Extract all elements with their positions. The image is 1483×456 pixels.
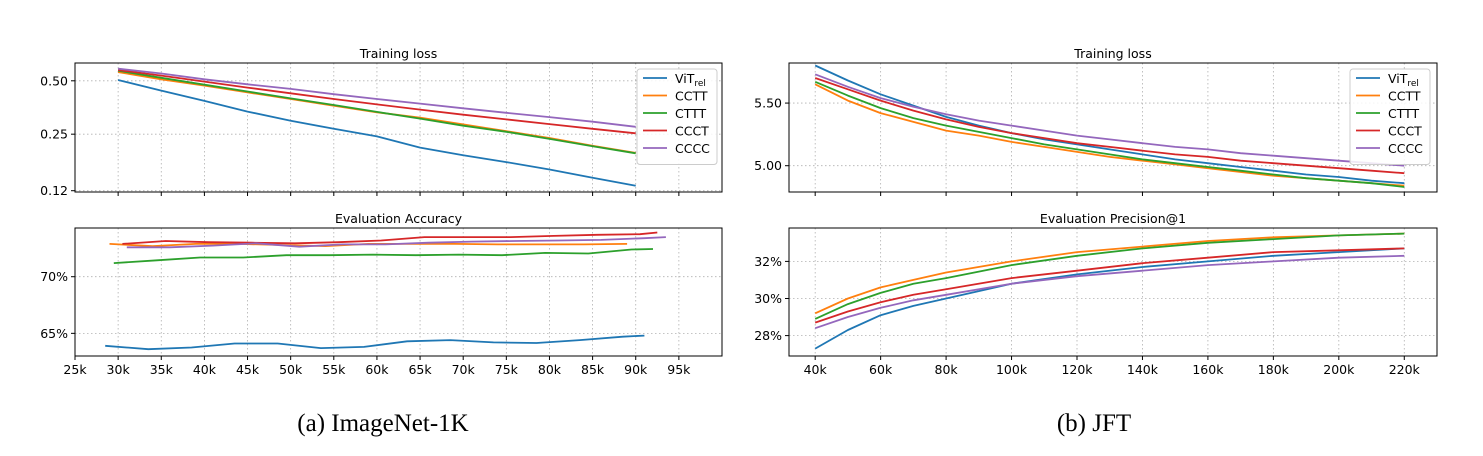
y-tick-label: 32% <box>754 254 782 269</box>
legend-box <box>636 68 718 165</box>
caption-imagenet: (a) ImageNet-1K <box>297 410 469 437</box>
y-tick-label: 0.12 <box>40 183 68 198</box>
x-tick-label: 80k <box>935 362 959 377</box>
series-line-ViT_rel <box>814 64 1405 185</box>
series-line-CCCT <box>814 247 1405 324</box>
x-tick-label: 80k <box>538 362 562 377</box>
legend-label: CTTT <box>675 106 707 121</box>
x-tick-label: 25k <box>63 362 87 377</box>
chart-title: Training loss <box>359 46 437 61</box>
legend-label: CCCT <box>1388 124 1422 139</box>
y-tick-label: 28% <box>754 328 782 343</box>
legend-label: CTTT <box>1388 106 1420 121</box>
x-tick-label: 100k <box>996 362 1028 377</box>
x-tick-label: 120k <box>1061 362 1093 377</box>
legend-label: ViTrel <box>675 71 706 89</box>
y-tick-label: 0.25 <box>40 127 68 142</box>
legend-box <box>1349 68 1431 165</box>
series-line-ViT_rel <box>117 79 636 187</box>
y-tick-label: 30% <box>754 291 782 306</box>
axes-frame <box>74 62 723 193</box>
axes-frame <box>74 227 723 357</box>
x-tick-label: 65k <box>408 362 432 377</box>
chart-title: Evaluation Precision@1 <box>1040 211 1186 226</box>
x-tick-label: 75k <box>495 362 519 377</box>
axes-frame <box>788 227 1438 357</box>
legend-label: CCCC <box>1388 141 1423 156</box>
caption-jft: (b) JFT <box>1056 410 1132 437</box>
series-line-CCCT <box>117 69 636 135</box>
series-line-CCTT <box>814 232 1405 315</box>
x-tick-label: 200k <box>1323 362 1355 377</box>
series-line-CTTT <box>113 248 654 264</box>
y-tick-label: 0.50 <box>40 73 68 88</box>
x-tick-label: 85k <box>581 362 605 377</box>
x-tick-label: 30k <box>107 362 131 377</box>
legend-label: CCCT <box>675 124 709 139</box>
x-tick-label: 45k <box>236 362 260 377</box>
x-tick-label: 55k <box>322 362 346 377</box>
legend-label: CCTT <box>1388 89 1421 104</box>
x-tick-label: 220k <box>1389 362 1421 377</box>
y-tick-label: 65% <box>40 326 68 341</box>
legend-label: CCTT <box>675 89 708 104</box>
series-line-CCCT <box>814 77 1405 175</box>
x-tick-label: 180k <box>1258 362 1290 377</box>
chart-in_acc: 25k 30k 35k 40k 45k 50k 55k 60k 65k 70k 75k 80k 85k 9… <box>40 211 723 377</box>
series-line-CCTT <box>814 83 1405 187</box>
x-tick-label: 35k <box>150 362 174 377</box>
x-tick-label: 140k <box>1127 362 1159 377</box>
x-tick-label: 95k <box>667 362 691 377</box>
chart-title: Evaluation Accuracy <box>335 211 463 226</box>
x-tick-label: 50k <box>279 362 303 377</box>
series-line-CCCC <box>118 67 636 128</box>
x-tick-label: 90k <box>624 362 648 377</box>
y-tick-label: 5.50 <box>754 96 782 111</box>
series-line-CTTT <box>117 69 636 155</box>
chart-jft_prec: 40k 60k 80k 100k 120k 140k 160k 180k 200k 220k 28%… <box>754 211 1438 377</box>
x-tick-label: 160k <box>1192 362 1224 377</box>
x-tick-label: 40k <box>193 362 217 377</box>
series-line-ViT_rel <box>105 334 645 351</box>
series-line-CCCC <box>814 254 1405 330</box>
series-line-CTTT <box>814 80 1405 188</box>
y-tick-label: 70% <box>40 269 68 284</box>
series-line-CCCC <box>126 236 666 249</box>
x-tick-label: 70k <box>452 362 476 377</box>
legend-label: ViTrel <box>1388 71 1419 89</box>
series-line-CTTT <box>814 232 1405 320</box>
x-tick-label: 40k <box>804 362 828 377</box>
legend-label: CCCC <box>675 141 710 156</box>
x-tick-label: 60k <box>365 362 389 377</box>
axes-frame <box>788 62 1438 193</box>
chart-title: Training loss <box>1073 46 1151 61</box>
y-tick-label: 5.00 <box>754 158 782 173</box>
series-line-CCCT <box>122 231 658 245</box>
x-tick-label: 60k <box>869 362 893 377</box>
series-line-CCCC <box>814 73 1405 167</box>
